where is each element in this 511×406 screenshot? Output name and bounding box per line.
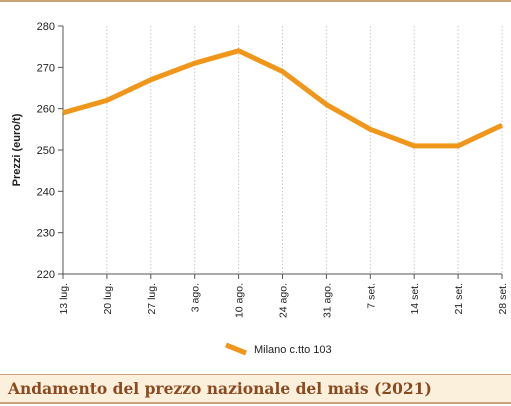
legend-swatch (225, 342, 247, 356)
top-rule (0, 0, 511, 2)
x-tick-label: 10 ago. (234, 283, 246, 318)
x-tick-label: 24 ago. (278, 283, 290, 318)
caption-bar: Andamento del prezzo nazionale del mais … (0, 374, 511, 404)
x-tick-label: 31 ago. (321, 283, 333, 318)
x-tick-label: 13 lug. (58, 283, 70, 315)
y-tick-label: 240 (37, 186, 55, 198)
chart-caption: Andamento del prezzo nazionale del mais … (8, 379, 432, 398)
axis-layer: 220 230 240 250 260 270 280 13 lug. 20 lug. 27 lu… (11, 21, 509, 318)
y-tick-label: 250 (37, 145, 55, 157)
y-tick-label: 220 (37, 269, 55, 281)
legend-label: Milano c.tto 103 (254, 344, 332, 356)
y-tick-label: 270 (37, 62, 55, 74)
series-layer (62, 48, 504, 149)
x-tick-label: 21 set. (453, 283, 465, 315)
x-tick-label: 27 lug. (146, 283, 158, 315)
line-chart: 220 230 240 250 260 270 280 13 lug. 20 lug. 27 lu… (11, 21, 509, 356)
x-tick-label: 20 lug. (102, 283, 114, 315)
y-axis-title: Prezzi (euro/t) (11, 113, 23, 186)
y-tick-label: 280 (37, 21, 55, 33)
grid-layer (106, 26, 503, 274)
x-tick-label: 14 set. (409, 283, 421, 315)
x-tick-label: 7 set. (365, 283, 377, 309)
y-tick-label: 260 (37, 104, 55, 116)
legend: Milano c.tto 103 (225, 342, 332, 356)
x-tick-label: 3 ago. (190, 283, 202, 312)
y-tick-label: 230 (37, 228, 55, 240)
x-tick-label: 28 set. (497, 283, 509, 315)
